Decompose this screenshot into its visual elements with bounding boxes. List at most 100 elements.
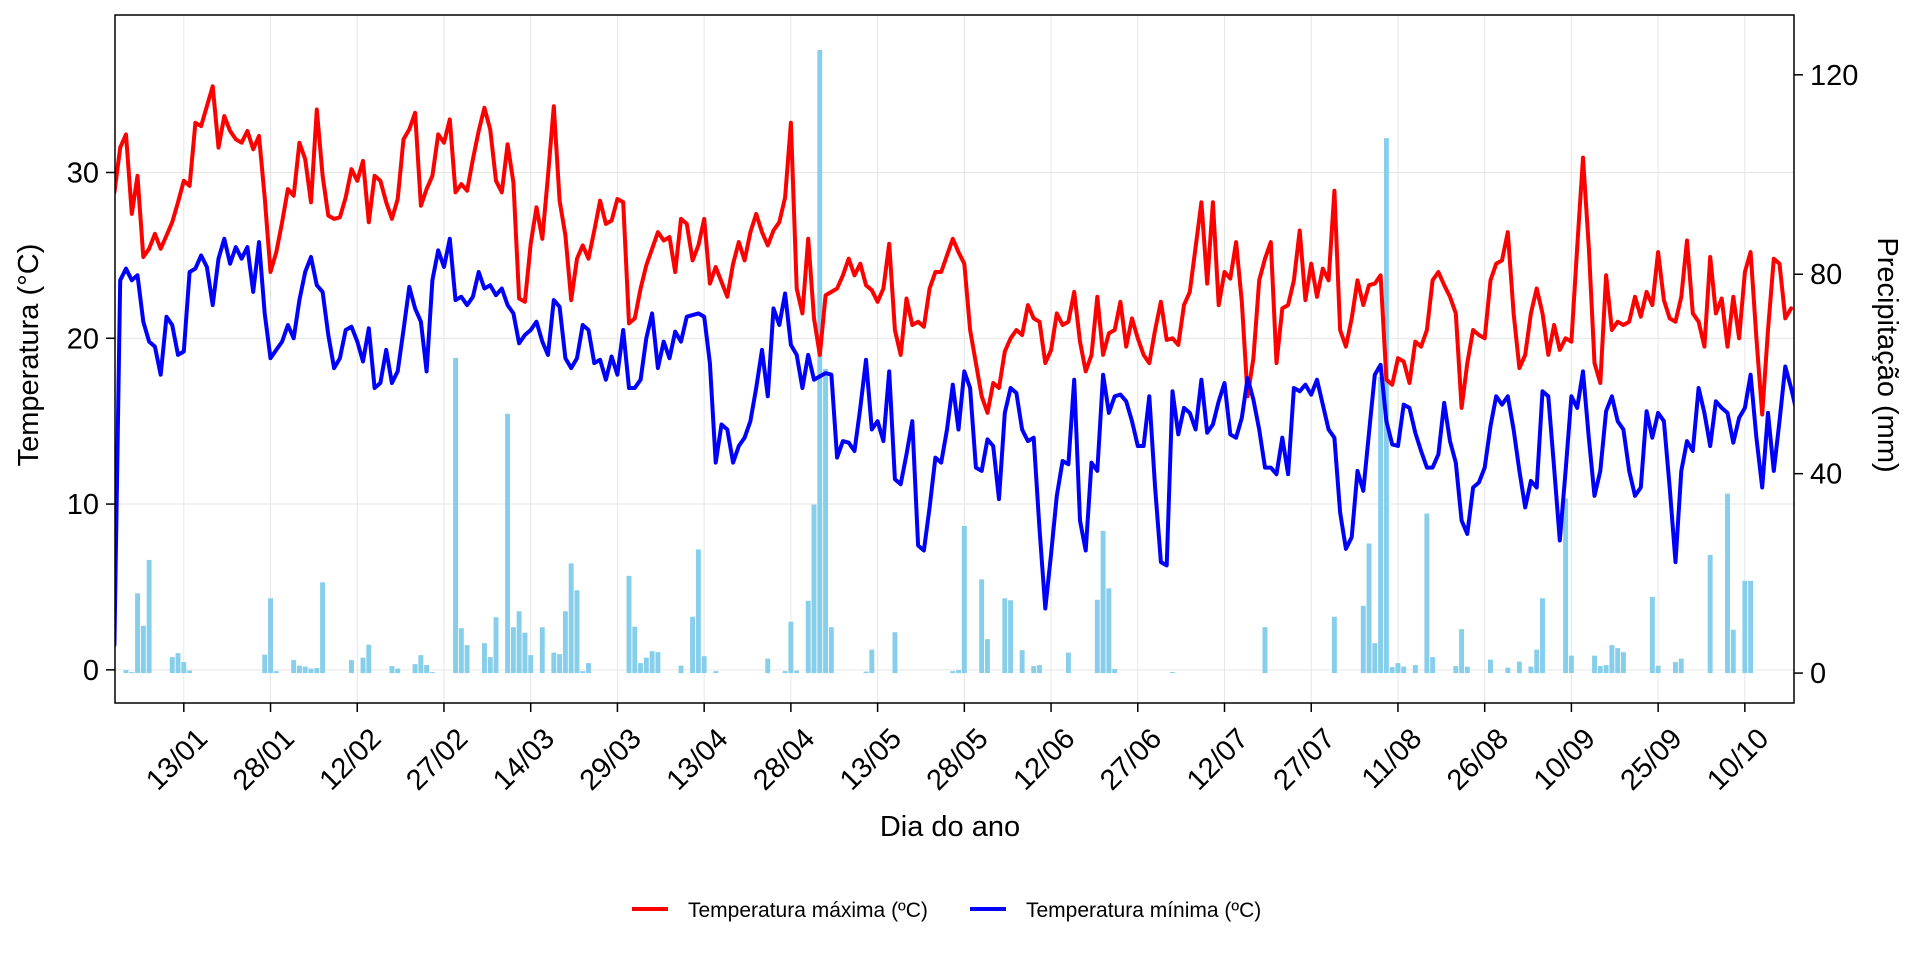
precip-bar xyxy=(586,663,591,674)
y-tick-label: 30 xyxy=(67,157,99,189)
x-tick-label: 13/01 xyxy=(140,723,214,797)
y2-tick-label: 0 xyxy=(1810,658,1826,690)
x-tick-label: 12/02 xyxy=(314,723,388,797)
y2-axis-title: Precipitação (mm) xyxy=(1871,237,1903,472)
precip-bar xyxy=(487,657,493,674)
precip-bar xyxy=(505,413,511,674)
precip-bar xyxy=(950,671,956,674)
precip-bar xyxy=(1528,666,1534,674)
precip-bar xyxy=(817,49,823,674)
x-tick-label: 26/08 xyxy=(1441,723,1515,797)
precip-bar xyxy=(1609,645,1615,674)
precip-bar xyxy=(389,666,395,674)
x-tick-label: 12/06 xyxy=(1007,723,1081,797)
precip-bar xyxy=(643,657,649,674)
legend-label-max: Temperatura máxima (ºC) xyxy=(688,899,928,922)
precip-bar xyxy=(516,611,522,674)
precip-bar xyxy=(296,665,302,674)
precip-bar xyxy=(574,590,580,674)
precip-bar xyxy=(979,579,985,674)
precip-bar xyxy=(892,632,898,674)
x-tick-label: 11/08 xyxy=(1356,723,1428,795)
x-tick-label: 29/03 xyxy=(574,723,648,797)
precip-bar xyxy=(1100,531,1106,674)
precip-bar xyxy=(349,660,354,674)
min-temp-line xyxy=(115,236,1794,647)
precip-bar xyxy=(1372,643,1378,674)
precip-bar xyxy=(649,651,655,674)
precip-bar xyxy=(175,653,181,674)
precip-bar xyxy=(458,628,464,674)
precip-bar xyxy=(961,526,967,674)
precip-bar xyxy=(863,671,869,674)
temperature-lines xyxy=(115,84,1794,647)
precip-bar xyxy=(1378,376,1384,674)
precip-bar xyxy=(701,656,707,674)
precip-bar xyxy=(562,611,568,674)
precip-bar xyxy=(1112,669,1118,674)
x-tick-label: 27/06 xyxy=(1094,723,1168,797)
precip-bar xyxy=(765,658,771,674)
precip-bar xyxy=(1424,513,1430,674)
precip-bar xyxy=(424,665,430,674)
precip-bar xyxy=(1008,600,1014,674)
precip-bar xyxy=(1389,667,1395,674)
precip-bar xyxy=(429,672,435,674)
x-tick-label: 28/04 xyxy=(747,723,821,797)
precip-bar xyxy=(493,617,499,674)
y-axis-title: Temperatura (°C) xyxy=(13,244,45,467)
precip-bar xyxy=(632,626,638,674)
precip-bar xyxy=(1540,598,1545,674)
precip-bar xyxy=(626,575,632,674)
precip-bar xyxy=(811,504,817,674)
precip-bar xyxy=(123,670,129,674)
precip-bar xyxy=(1597,666,1603,674)
precip-bar xyxy=(129,672,135,674)
max-temp-line xyxy=(115,84,1794,417)
precip-bar xyxy=(528,655,534,674)
precip-bar xyxy=(522,632,528,674)
precip-bar xyxy=(1094,599,1100,674)
y-tick-label: 20 xyxy=(67,323,99,355)
precip-bar xyxy=(690,616,696,674)
precip-bar xyxy=(823,368,829,674)
precip-bar xyxy=(1360,605,1366,674)
precip-bar xyxy=(805,600,811,674)
precip-bar xyxy=(1592,655,1597,674)
precip-bar xyxy=(788,621,794,674)
precip-bar xyxy=(481,643,487,674)
x-tick-label: 27/07 xyxy=(1268,723,1342,797)
precip-bar xyxy=(1106,588,1112,674)
precip-bar xyxy=(1516,661,1522,674)
x-tick-label: 27/02 xyxy=(400,723,474,797)
precip-bar xyxy=(291,660,297,674)
precip-bar xyxy=(360,657,366,674)
precip-bar xyxy=(464,645,470,674)
precip-bar xyxy=(453,358,458,674)
precip-bar xyxy=(984,639,990,674)
precip-bar xyxy=(308,668,314,674)
precip-bar xyxy=(794,670,800,674)
precip-bar xyxy=(1459,629,1465,674)
x-tick-label: 28/05 xyxy=(921,723,995,797)
precip-bar xyxy=(1730,629,1736,674)
precip-bar xyxy=(1725,493,1730,674)
legend: Temperatura máxima (ºC) Temperatura míni… xyxy=(632,899,1261,922)
precip-bar xyxy=(1649,596,1655,674)
precip-bar xyxy=(1673,662,1678,674)
precip-bar xyxy=(713,671,719,674)
precip-bar xyxy=(1603,665,1609,674)
precip-bar xyxy=(181,662,187,674)
x-tick-label: 14/03 xyxy=(487,723,561,797)
plot-frame xyxy=(114,14,1795,704)
precip-bar xyxy=(510,627,516,674)
x-tick-label: 12/07 xyxy=(1181,723,1255,797)
precip-bar xyxy=(1037,665,1042,674)
precip-bar xyxy=(1002,598,1008,674)
precip-bar xyxy=(1412,665,1418,674)
precip-bar xyxy=(169,657,175,674)
precip-bar xyxy=(1534,649,1540,674)
precip-bar xyxy=(140,625,146,674)
precip-bar xyxy=(1170,672,1175,674)
